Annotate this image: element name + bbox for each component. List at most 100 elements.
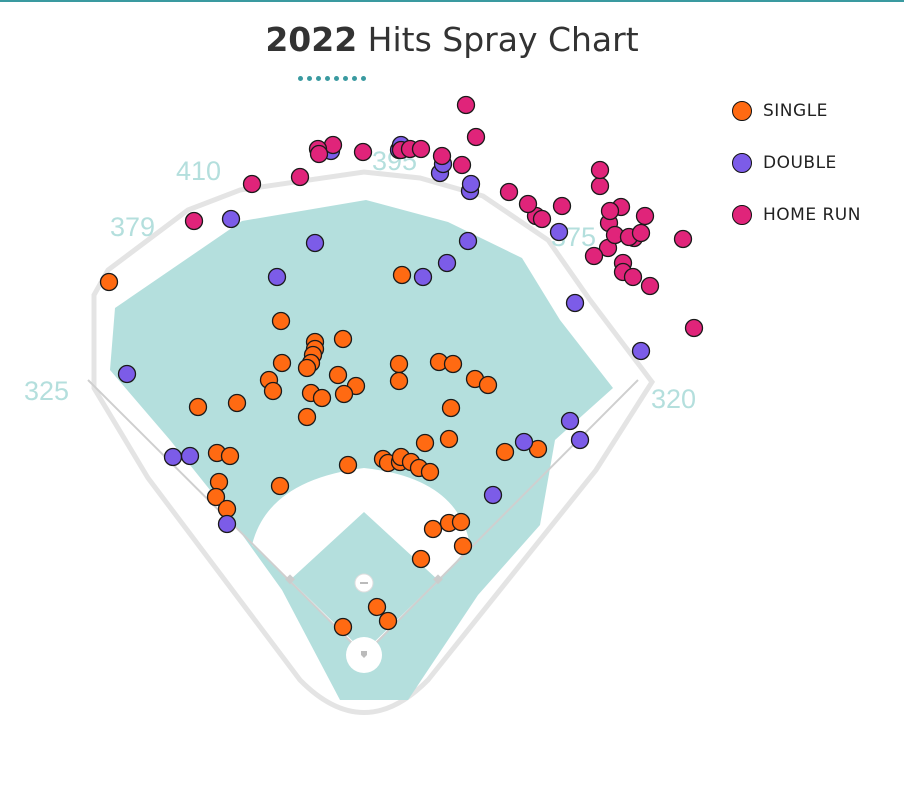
single-hit-point xyxy=(312,388,332,408)
single-hit-point xyxy=(99,272,119,292)
double-hit-point xyxy=(163,447,183,467)
distance-right-line: 320 xyxy=(651,384,696,414)
double-hit-point xyxy=(217,514,237,534)
double-hit-point xyxy=(565,293,585,313)
title-underline-dots xyxy=(298,66,370,85)
legend-label-home-run: HOME RUN xyxy=(763,205,861,225)
single-hit-point xyxy=(328,365,348,385)
distance-left-center: 379 xyxy=(110,212,155,242)
double-hit-point xyxy=(117,364,137,384)
home-run-hit-point xyxy=(532,209,552,229)
home-run-hit-point xyxy=(518,194,538,214)
legend-swatch-home-run xyxy=(732,205,752,225)
single-hit-point xyxy=(453,536,473,556)
legend-swatch-single xyxy=(732,101,752,121)
double-hit-point xyxy=(221,209,241,229)
home-run-hit-point xyxy=(353,142,373,162)
single-hit-point xyxy=(389,354,409,374)
single-hit-point xyxy=(415,433,435,453)
single-hit-point xyxy=(389,371,409,391)
home-plate xyxy=(361,651,367,658)
single-hit-point xyxy=(188,397,208,417)
home-run-hit-point xyxy=(635,206,655,226)
home-run-hit-point xyxy=(623,267,643,287)
home-run-hit-point xyxy=(600,201,620,221)
home-run-hit-point xyxy=(456,95,476,115)
right-foul-line xyxy=(363,379,639,656)
legend-item-single: SINGLE xyxy=(732,100,861,122)
legend-item-double: DOUBLE xyxy=(732,152,861,174)
single-hit-point xyxy=(209,472,229,492)
double-hit-point xyxy=(560,411,580,431)
home-run-hit-point xyxy=(309,144,329,164)
title-text: Hits Spray Chart xyxy=(367,20,639,59)
single-hit-point xyxy=(378,611,398,631)
single-hit-point xyxy=(333,329,353,349)
single-hit-point xyxy=(271,311,291,331)
double-hit-point xyxy=(305,233,325,253)
home-run-hit-point xyxy=(466,127,486,147)
home-run-hit-point xyxy=(411,139,431,159)
home-run-hit-point xyxy=(640,276,660,296)
single-hit-point xyxy=(495,442,515,462)
home-run-hit-point xyxy=(673,229,693,249)
single-hit-point xyxy=(443,354,463,374)
legend-label-double: DOUBLE xyxy=(763,153,837,173)
home-run-hit-point xyxy=(499,182,519,202)
top-accent-bar xyxy=(0,0,904,2)
title-year: 2022 xyxy=(265,20,358,59)
single-hit-point xyxy=(451,512,471,532)
double-hit-point xyxy=(413,267,433,287)
double-hit-point xyxy=(549,222,569,242)
double-hit-point xyxy=(437,253,457,273)
double-hit-point xyxy=(458,231,478,251)
single-hit-point xyxy=(263,381,283,401)
double-hit-point xyxy=(514,432,534,452)
field-grass xyxy=(110,200,613,700)
double-hit-point xyxy=(461,174,481,194)
single-hit-point xyxy=(272,353,292,373)
double-hit-point xyxy=(631,341,651,361)
single-hit-point xyxy=(297,358,317,378)
single-hit-point xyxy=(333,617,353,637)
legend-item-home-run: HOME RUN xyxy=(732,204,861,226)
legend-label-single: SINGLE xyxy=(763,101,828,121)
single-hit-point xyxy=(270,476,290,496)
single-hit-point xyxy=(420,462,440,482)
home-run-hit-point xyxy=(290,167,310,187)
home-run-hit-point xyxy=(631,223,651,243)
home-run-hit-point xyxy=(584,246,604,266)
double-hit-point xyxy=(180,446,200,466)
single-hit-point xyxy=(478,375,498,395)
home-run-hit-point xyxy=(452,155,472,175)
distance-left-line: 325 xyxy=(24,376,69,406)
home-run-hit-point xyxy=(432,146,452,166)
single-hit-point xyxy=(367,597,387,617)
home-run-hit-point xyxy=(552,196,572,216)
hit-points xyxy=(99,95,704,637)
single-hit-point xyxy=(297,407,317,427)
home-run-hit-point xyxy=(590,176,610,196)
single-hit-point xyxy=(423,519,443,539)
single-hit-point xyxy=(338,455,358,475)
single-hit-point xyxy=(220,446,240,466)
double-hit-point xyxy=(570,430,590,450)
home-run-hit-point xyxy=(242,174,262,194)
single-hit-point xyxy=(227,393,247,413)
chart-title: 2022 Hits Spray Chart xyxy=(0,20,904,59)
single-hit-point xyxy=(411,549,431,569)
double-hit-point xyxy=(483,485,503,505)
home-run-hit-point xyxy=(184,211,204,231)
double-hit-point xyxy=(267,267,287,287)
single-hit-point xyxy=(441,398,461,418)
home-run-hit-point xyxy=(684,318,704,338)
distance-left-center-deep: 410 xyxy=(176,156,221,186)
home-run-hit-point xyxy=(590,160,610,180)
legend-swatch-double xyxy=(732,153,752,173)
single-hit-point xyxy=(206,487,226,507)
single-hit-point xyxy=(392,265,412,285)
single-hit-point xyxy=(334,384,354,404)
legend: SINGLE DOUBLE HOME RUN xyxy=(732,100,861,256)
single-hit-point xyxy=(439,429,459,449)
